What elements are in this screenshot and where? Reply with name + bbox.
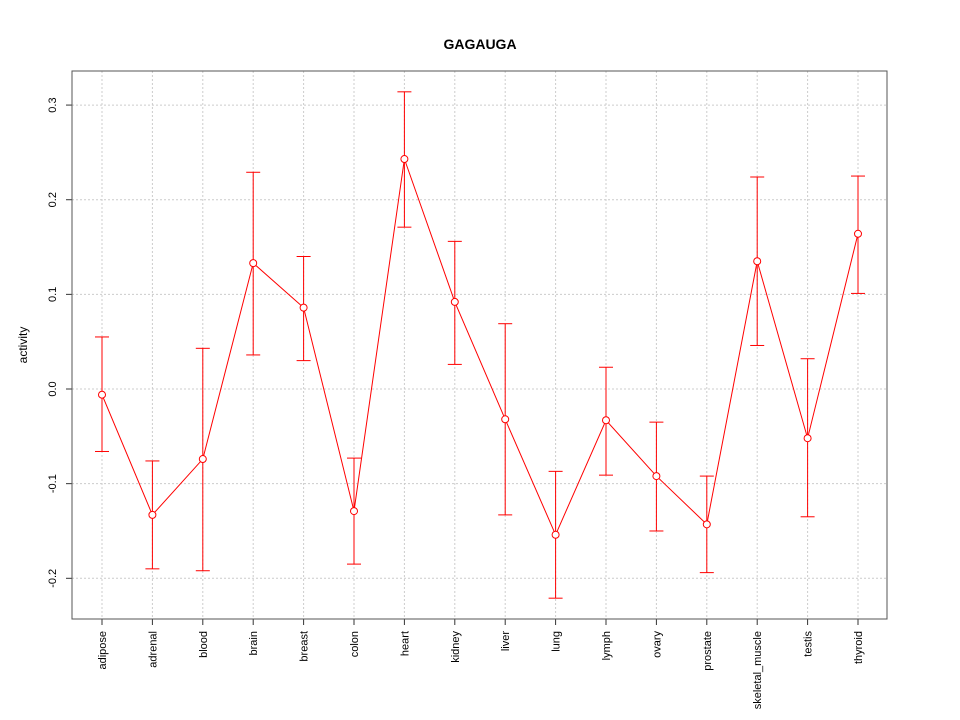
data-point <box>450 297 459 306</box>
data-point <box>198 455 207 464</box>
x-tick-label: ovary <box>651 631 663 658</box>
y-axis-label: activity <box>16 327 30 364</box>
data-marks <box>95 91 865 599</box>
x-tick-label: lung <box>551 631 563 652</box>
x-tick-label: brain <box>248 631 260 655</box>
grid <box>72 71 887 619</box>
data-point <box>98 390 106 399</box>
y-tick-label: -0.1 <box>47 474 59 493</box>
series-line <box>101 158 859 537</box>
data-point <box>602 416 610 425</box>
data-point <box>299 303 308 312</box>
x-tick-label: colon <box>349 631 361 657</box>
x-tick-label: lymph <box>601 631 613 660</box>
data-point <box>501 415 510 424</box>
x-tick-label: adrenal <box>147 631 159 668</box>
y-tick-label: -0.2 <box>47 569 59 588</box>
x-tick-label: blood <box>198 631 210 658</box>
x-tick-label: kidney <box>450 631 462 663</box>
data-point <box>350 507 358 516</box>
data-point <box>702 520 711 529</box>
data-point <box>400 155 409 164</box>
x-tick-label: thyroid <box>853 631 865 664</box>
plot-border <box>71 70 888 620</box>
data-point <box>753 257 762 266</box>
data-point <box>652 472 661 481</box>
x-tick-label: heart <box>399 631 411 656</box>
y-tick-label: 0.1 <box>47 287 59 302</box>
chart-title: GAGAUGA <box>443 36 516 52</box>
x-tick-label: liver <box>500 631 512 652</box>
x-tick-label: adipose <box>97 631 109 670</box>
x-tick-label: prostate <box>702 631 714 671</box>
y-tick-label: 0.3 <box>47 97 59 112</box>
y-tick-label: 0.0 <box>47 381 59 396</box>
data-point <box>249 259 258 268</box>
x-tick-label: breast <box>299 631 311 662</box>
y-tick-label: 0.2 <box>47 192 59 207</box>
x-tick-label: skeletal_muscle <box>752 631 764 709</box>
x-tick-label: testis <box>803 631 815 657</box>
data-point <box>148 510 157 519</box>
data-point <box>854 229 862 238</box>
data-point <box>803 434 812 443</box>
data-point <box>551 530 560 539</box>
axes: -0.2 -0.1 0.0 0.1 0.2 0.3 adipose adrenal blood b… <box>47 97 865 709</box>
